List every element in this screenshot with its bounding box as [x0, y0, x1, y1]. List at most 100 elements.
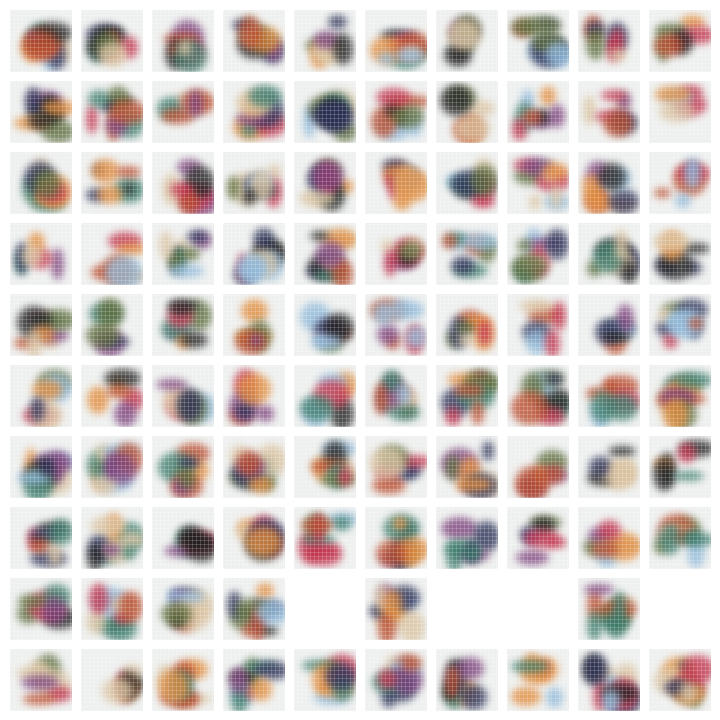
sample-image-tile	[81, 294, 143, 356]
sample-image-tile	[436, 10, 498, 72]
sample-image-tile	[223, 436, 285, 498]
sample-image-tile	[365, 10, 427, 72]
sample-image-tile	[294, 152, 356, 214]
sample-image-tile	[81, 152, 143, 214]
sample-image-tile	[10, 294, 72, 356]
sample-image-tile	[294, 365, 356, 427]
sample-image-tile	[81, 436, 143, 498]
sample-image-tile	[436, 365, 498, 427]
sample-image-tile	[223, 10, 285, 72]
sample-image-tile	[294, 649, 356, 711]
sample-image-tile	[81, 507, 143, 569]
sample-image-tile	[10, 578, 72, 640]
sample-image-tile	[578, 294, 640, 356]
sample-image-tile	[152, 507, 214, 569]
sample-image-tile	[223, 294, 285, 356]
sample-image-tile	[10, 223, 72, 285]
sample-image-tile	[81, 81, 143, 143]
sample-image-tile	[436, 294, 498, 356]
sample-image-tile	[507, 365, 569, 427]
sample-image-tile	[152, 649, 214, 711]
sample-image-tile	[507, 649, 569, 711]
sample-image-tile	[436, 223, 498, 285]
sample-image-tile	[365, 578, 427, 640]
sample-image-tile	[10, 152, 72, 214]
sample-image-tile	[10, 365, 72, 427]
sample-image-tile	[436, 81, 498, 143]
sample-image-tile	[152, 152, 214, 214]
sample-image-tile	[152, 436, 214, 498]
sample-image-tile	[81, 649, 143, 711]
sample-image-tile	[507, 223, 569, 285]
sample-image-tile	[649, 81, 711, 143]
sample-image-tile	[436, 436, 498, 498]
sample-image-tile	[507, 578, 569, 640]
sample-image-tile	[507, 294, 569, 356]
sample-image-tile	[81, 223, 143, 285]
sample-image-tile	[152, 10, 214, 72]
sample-image-tile	[649, 578, 711, 640]
sample-image-tile	[578, 578, 640, 640]
sample-image-tile	[436, 507, 498, 569]
sample-image-tile	[294, 223, 356, 285]
sample-image-tile	[365, 81, 427, 143]
sample-image-tile	[81, 10, 143, 72]
sample-image-tile	[578, 365, 640, 427]
sample-image-tile	[507, 436, 569, 498]
sample-image-tile	[578, 81, 640, 143]
sample-image-tile	[10, 10, 72, 72]
sample-image-tile	[507, 152, 569, 214]
sample-image-tile	[152, 365, 214, 427]
sample-image-tile	[152, 81, 214, 143]
sample-image-tile	[436, 649, 498, 711]
sample-image-tile	[365, 649, 427, 711]
sample-image-tile	[294, 436, 356, 498]
sample-image-tile	[365, 223, 427, 285]
sample-image-tile	[578, 436, 640, 498]
sample-image-tile	[507, 507, 569, 569]
sample-image-tile	[578, 649, 640, 711]
sample-image-tile	[649, 649, 711, 711]
sample-image-tile	[578, 152, 640, 214]
sample-image-tile	[10, 507, 72, 569]
sample-image-tile	[507, 10, 569, 72]
sample-image-tile	[223, 223, 285, 285]
sample-image-tile	[649, 223, 711, 285]
sample-image-tile	[365, 436, 427, 498]
sample-image-tile	[649, 294, 711, 356]
sample-image-tile	[649, 365, 711, 427]
sample-image-tile	[436, 152, 498, 214]
sample-image-tile	[365, 152, 427, 214]
sample-image-tile	[152, 294, 214, 356]
sample-image-tile	[294, 294, 356, 356]
sample-image-tile	[223, 81, 285, 143]
sample-image-tile	[223, 152, 285, 214]
sample-image-tile	[649, 152, 711, 214]
sample-image-tile	[81, 365, 143, 427]
sample-image-tile	[649, 10, 711, 72]
sample-image-tile	[152, 223, 214, 285]
sample-image-tile	[365, 294, 427, 356]
sample-image-tile	[152, 578, 214, 640]
sample-image-tile	[294, 10, 356, 72]
sample-image-tile	[81, 578, 143, 640]
sample-image-tile	[10, 649, 72, 711]
sample-image-tile	[578, 507, 640, 569]
sample-image-tile	[649, 507, 711, 569]
sample-image-tile	[649, 436, 711, 498]
sample-image-tile	[294, 578, 356, 640]
sample-image-tile	[294, 507, 356, 569]
sample-image-tile	[223, 578, 285, 640]
sample-image-tile	[223, 649, 285, 711]
sample-image-tile	[294, 81, 356, 143]
sample-image-tile	[223, 507, 285, 569]
sample-image-tile	[365, 365, 427, 427]
sample-image-tile	[578, 10, 640, 72]
sample-image-tile	[10, 81, 72, 143]
sample-image-tile	[436, 578, 498, 640]
sample-image-tile	[10, 436, 72, 498]
sample-image-tile	[507, 81, 569, 143]
sample-image-tile	[365, 507, 427, 569]
sample-image-tile	[578, 223, 640, 285]
